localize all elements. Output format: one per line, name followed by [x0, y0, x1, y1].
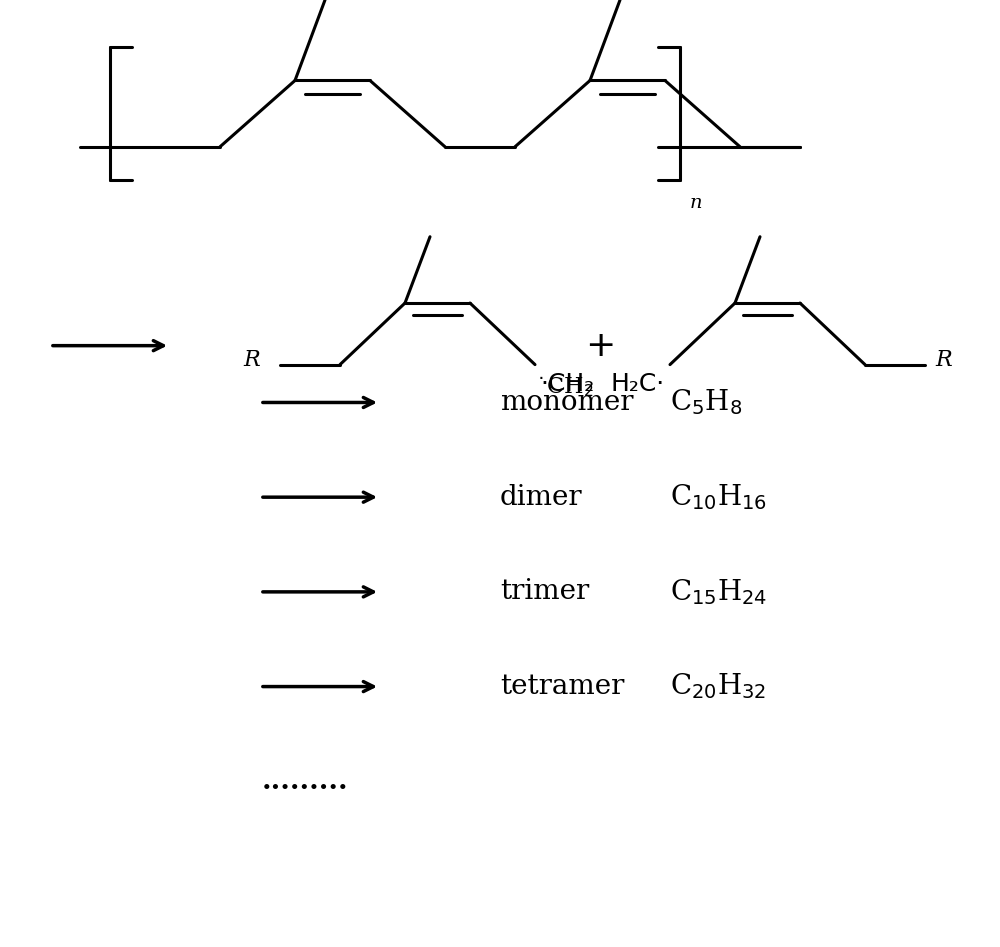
Text: C$_{5}$H$_{8}$: C$_{5}$H$_{8}$ — [670, 387, 742, 418]
Text: monomer: monomer — [500, 389, 634, 416]
Text: C$_{15}$H$_{24}$: C$_{15}$H$_{24}$ — [670, 577, 767, 607]
Text: C$_{20}$H$_{32}$: C$_{20}$H$_{32}$ — [670, 671, 766, 702]
Text: +: + — [585, 329, 615, 363]
Text: H₂C·: H₂C· — [611, 372, 665, 396]
Text: ·CH₂: ·CH₂ — [540, 372, 594, 396]
Text: dimer: dimer — [500, 484, 583, 510]
Text: trimer: trimer — [500, 579, 589, 605]
Text: n: n — [690, 194, 702, 212]
Text: tetramer: tetramer — [500, 673, 624, 700]
Text: .........: ......... — [262, 768, 348, 795]
Text: $̇$CH$_2$: $̇$CH$_2$ — [540, 374, 594, 399]
Text: C$_{10}$H$_{16}$: C$_{10}$H$_{16}$ — [670, 482, 767, 512]
Text: R: R — [935, 348, 952, 371]
Text: R: R — [243, 348, 260, 371]
